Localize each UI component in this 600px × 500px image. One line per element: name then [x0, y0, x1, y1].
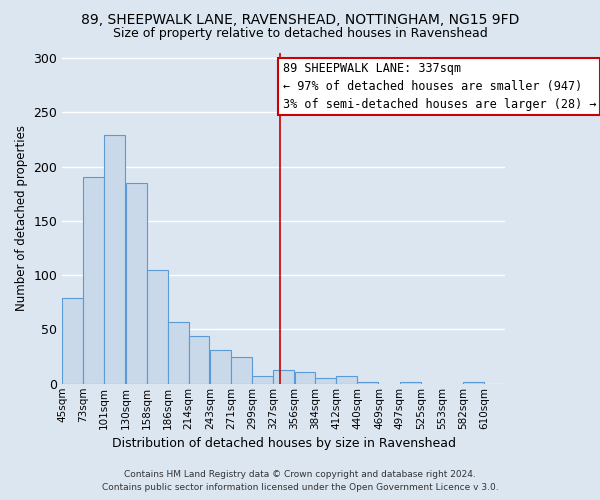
Bar — [252, 376, 273, 384]
Bar — [188, 336, 209, 384]
X-axis label: Distribution of detached houses by size in Ravenshead: Distribution of detached houses by size … — [112, 437, 456, 450]
Bar — [463, 382, 484, 384]
Bar — [295, 372, 316, 384]
Bar — [210, 350, 231, 384]
Y-axis label: Number of detached properties: Number of detached properties — [15, 125, 28, 311]
Bar — [126, 183, 146, 384]
Text: 89 SHEEPWALK LANE: 337sqm
← 97% of detached houses are smaller (947)
3% of semi-: 89 SHEEPWALK LANE: 337sqm ← 97% of detac… — [283, 62, 596, 112]
Bar — [167, 322, 188, 384]
Text: 89, SHEEPWALK LANE, RAVENSHEAD, NOTTINGHAM, NG15 9FD: 89, SHEEPWALK LANE, RAVENSHEAD, NOTTINGH… — [81, 12, 519, 26]
Bar — [337, 376, 357, 384]
Bar — [231, 356, 252, 384]
Bar — [83, 178, 104, 384]
Text: Contains HM Land Registry data © Crown copyright and database right 2024.
Contai: Contains HM Land Registry data © Crown c… — [101, 470, 499, 492]
Bar — [400, 382, 421, 384]
Bar — [104, 135, 125, 384]
Bar — [146, 270, 167, 384]
Bar — [316, 378, 337, 384]
Text: Size of property relative to detached houses in Ravenshead: Size of property relative to detached ho… — [113, 28, 487, 40]
Bar — [273, 370, 294, 384]
Bar — [357, 382, 378, 384]
Bar — [62, 298, 83, 384]
